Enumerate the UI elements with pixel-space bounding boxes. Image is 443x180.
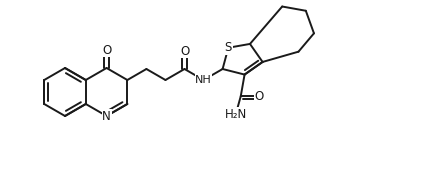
Text: O: O <box>102 44 111 57</box>
Text: N: N <box>102 109 111 123</box>
Text: O: O <box>180 44 189 57</box>
Text: NH: NH <box>195 75 212 85</box>
Text: O: O <box>254 90 264 103</box>
Text: H₂N: H₂N <box>225 108 247 121</box>
Text: S: S <box>225 41 232 54</box>
